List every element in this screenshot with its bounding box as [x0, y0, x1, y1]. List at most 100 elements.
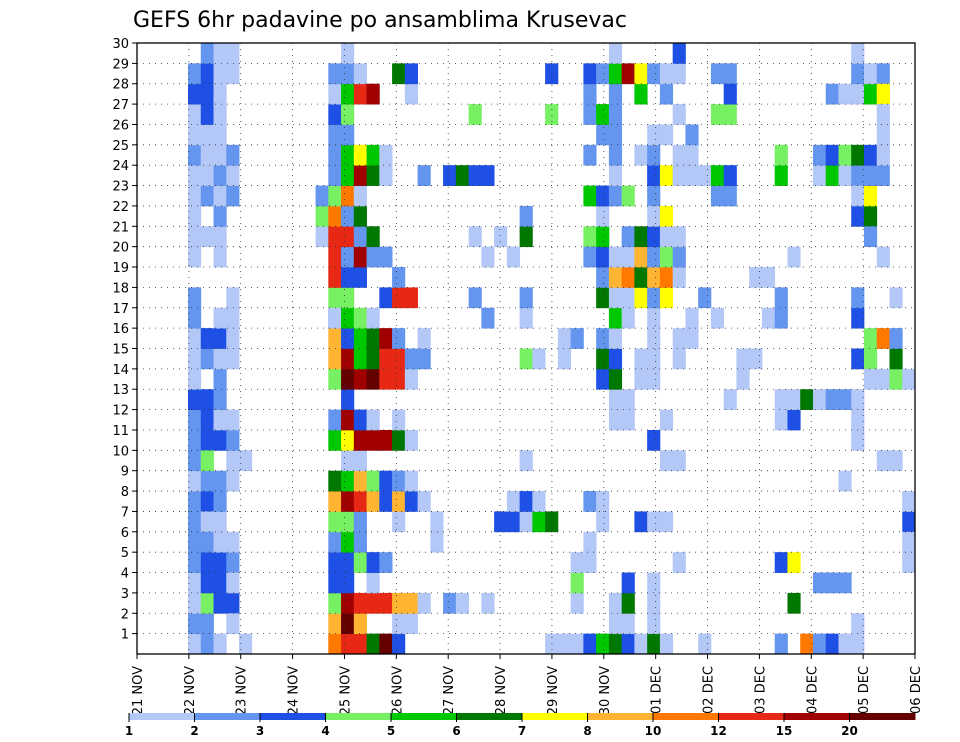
heatmap-cell [366, 144, 380, 166]
heatmap-cell [876, 368, 890, 390]
heatmap-cell [213, 328, 227, 349]
heatmap-cell [634, 226, 648, 248]
heatmap-cell [341, 572, 355, 594]
heatmap-cell [404, 613, 418, 635]
heatmap-cell [200, 552, 214, 573]
heatmap-cell [596, 104, 610, 125]
heatmap-cell [608, 368, 623, 390]
heatmap-cell [583, 633, 597, 655]
heatmap-cell [392, 592, 406, 614]
heatmap-cell [685, 165, 699, 186]
colorbar-swatch [718, 713, 785, 720]
heatmap-cell [863, 205, 878, 227]
heatmap-cell [379, 328, 393, 349]
heatmap-cell [213, 470, 227, 492]
heatmap-cell [774, 409, 788, 431]
heatmap-cell [519, 287, 533, 309]
heatmap-cell [213, 104, 227, 125]
x-tick-label: 22 NOV [183, 666, 198, 715]
heatmap-cell [379, 552, 393, 573]
colorbar-label: 4 [321, 724, 329, 738]
heatmap-cell [672, 165, 686, 186]
heatmap-cell [404, 429, 418, 451]
heatmap-cell [188, 592, 202, 614]
heatmap-cell [825, 165, 839, 186]
heatmap-cell [200, 328, 214, 349]
colorbar-swatch [653, 713, 719, 720]
heatmap-cell [608, 246, 623, 268]
heatmap-cell [545, 633, 559, 655]
heatmap-cell [545, 104, 559, 125]
heatmap-cell [417, 348, 431, 370]
heatmap-cell [863, 63, 878, 85]
heatmap-cell [443, 165, 457, 186]
heatmap-cell [672, 267, 686, 288]
heatmap-cell [557, 633, 572, 655]
heatmap-cell [596, 267, 610, 288]
chart-title: GEFS 6hr padavine po ansamblima Krusevac [133, 8, 627, 33]
heatmap-cell [188, 368, 202, 390]
heatmap-cell [226, 144, 240, 166]
heatmap-cell [812, 389, 827, 410]
heatmap-cell [188, 165, 202, 186]
x-tick-label: 01 DEC [650, 666, 665, 714]
heatmap-cell [468, 165, 482, 186]
heatmap-cell [392, 429, 406, 451]
heatmap-cell [353, 429, 367, 451]
heatmap-cell [341, 633, 355, 655]
heatmap-cell [200, 348, 214, 370]
heatmap-cell [379, 246, 393, 268]
heatmap-cell [608, 124, 623, 146]
heatmap-cell [838, 572, 852, 594]
heatmap-cell [392, 328, 406, 349]
heatmap-cell [404, 470, 418, 492]
heatmap-cell [608, 633, 623, 655]
heatmap-cell [621, 409, 635, 431]
heatmap-cell [328, 205, 342, 227]
heatmap-cell [863, 83, 878, 105]
heatmap-cell [851, 409, 865, 431]
heatmap-cell [392, 287, 406, 309]
colorbar-swatch [391, 713, 457, 720]
heatmap-cell [328, 552, 342, 573]
y-tick-label: 11 [112, 424, 129, 439]
heatmap-cell [774, 287, 788, 309]
heatmap-cell [647, 511, 661, 533]
heatmap-cell [328, 104, 342, 125]
heatmap-cell [341, 531, 355, 553]
heatmap-cell [353, 348, 367, 370]
heatmap-cell [213, 429, 227, 451]
heatmap-cell [800, 633, 814, 655]
heatmap-cell [583, 104, 597, 125]
heatmap-cell [328, 328, 342, 349]
heatmap-cell [353, 185, 367, 207]
heatmap-cell [379, 368, 393, 390]
heatmap-cell [583, 63, 597, 85]
heatmap-cell [366, 368, 380, 390]
heatmap-cell [366, 552, 380, 573]
heatmap-cell [851, 43, 865, 64]
heatmap-cell [519, 491, 533, 512]
heatmap-cell [710, 185, 725, 207]
heatmap-cell [200, 104, 214, 125]
heatmap-cell [200, 83, 214, 105]
heatmap-cell [774, 165, 788, 186]
heatmap-cell [672, 63, 686, 85]
heatmap-cell [583, 531, 597, 553]
heatmap-cell [570, 572, 584, 594]
heatmap-cell [341, 205, 355, 227]
heatmap-cell [672, 144, 686, 166]
heatmap-cell [519, 205, 533, 227]
heatmap-cell [634, 144, 648, 166]
colorbar-label: 7 [518, 724, 526, 738]
heatmap-cell [188, 246, 202, 268]
heatmap-cell [200, 491, 214, 512]
heatmap-cell [353, 633, 367, 655]
heatmap-cell [634, 511, 648, 533]
y-tick-label: 1 [121, 628, 129, 643]
y-tick-label: 21 [112, 220, 129, 235]
heatmap-cell [341, 592, 355, 614]
heatmap-cell [353, 470, 367, 492]
y-tick-label: 12 [112, 404, 129, 419]
heatmap-cell [366, 592, 380, 614]
